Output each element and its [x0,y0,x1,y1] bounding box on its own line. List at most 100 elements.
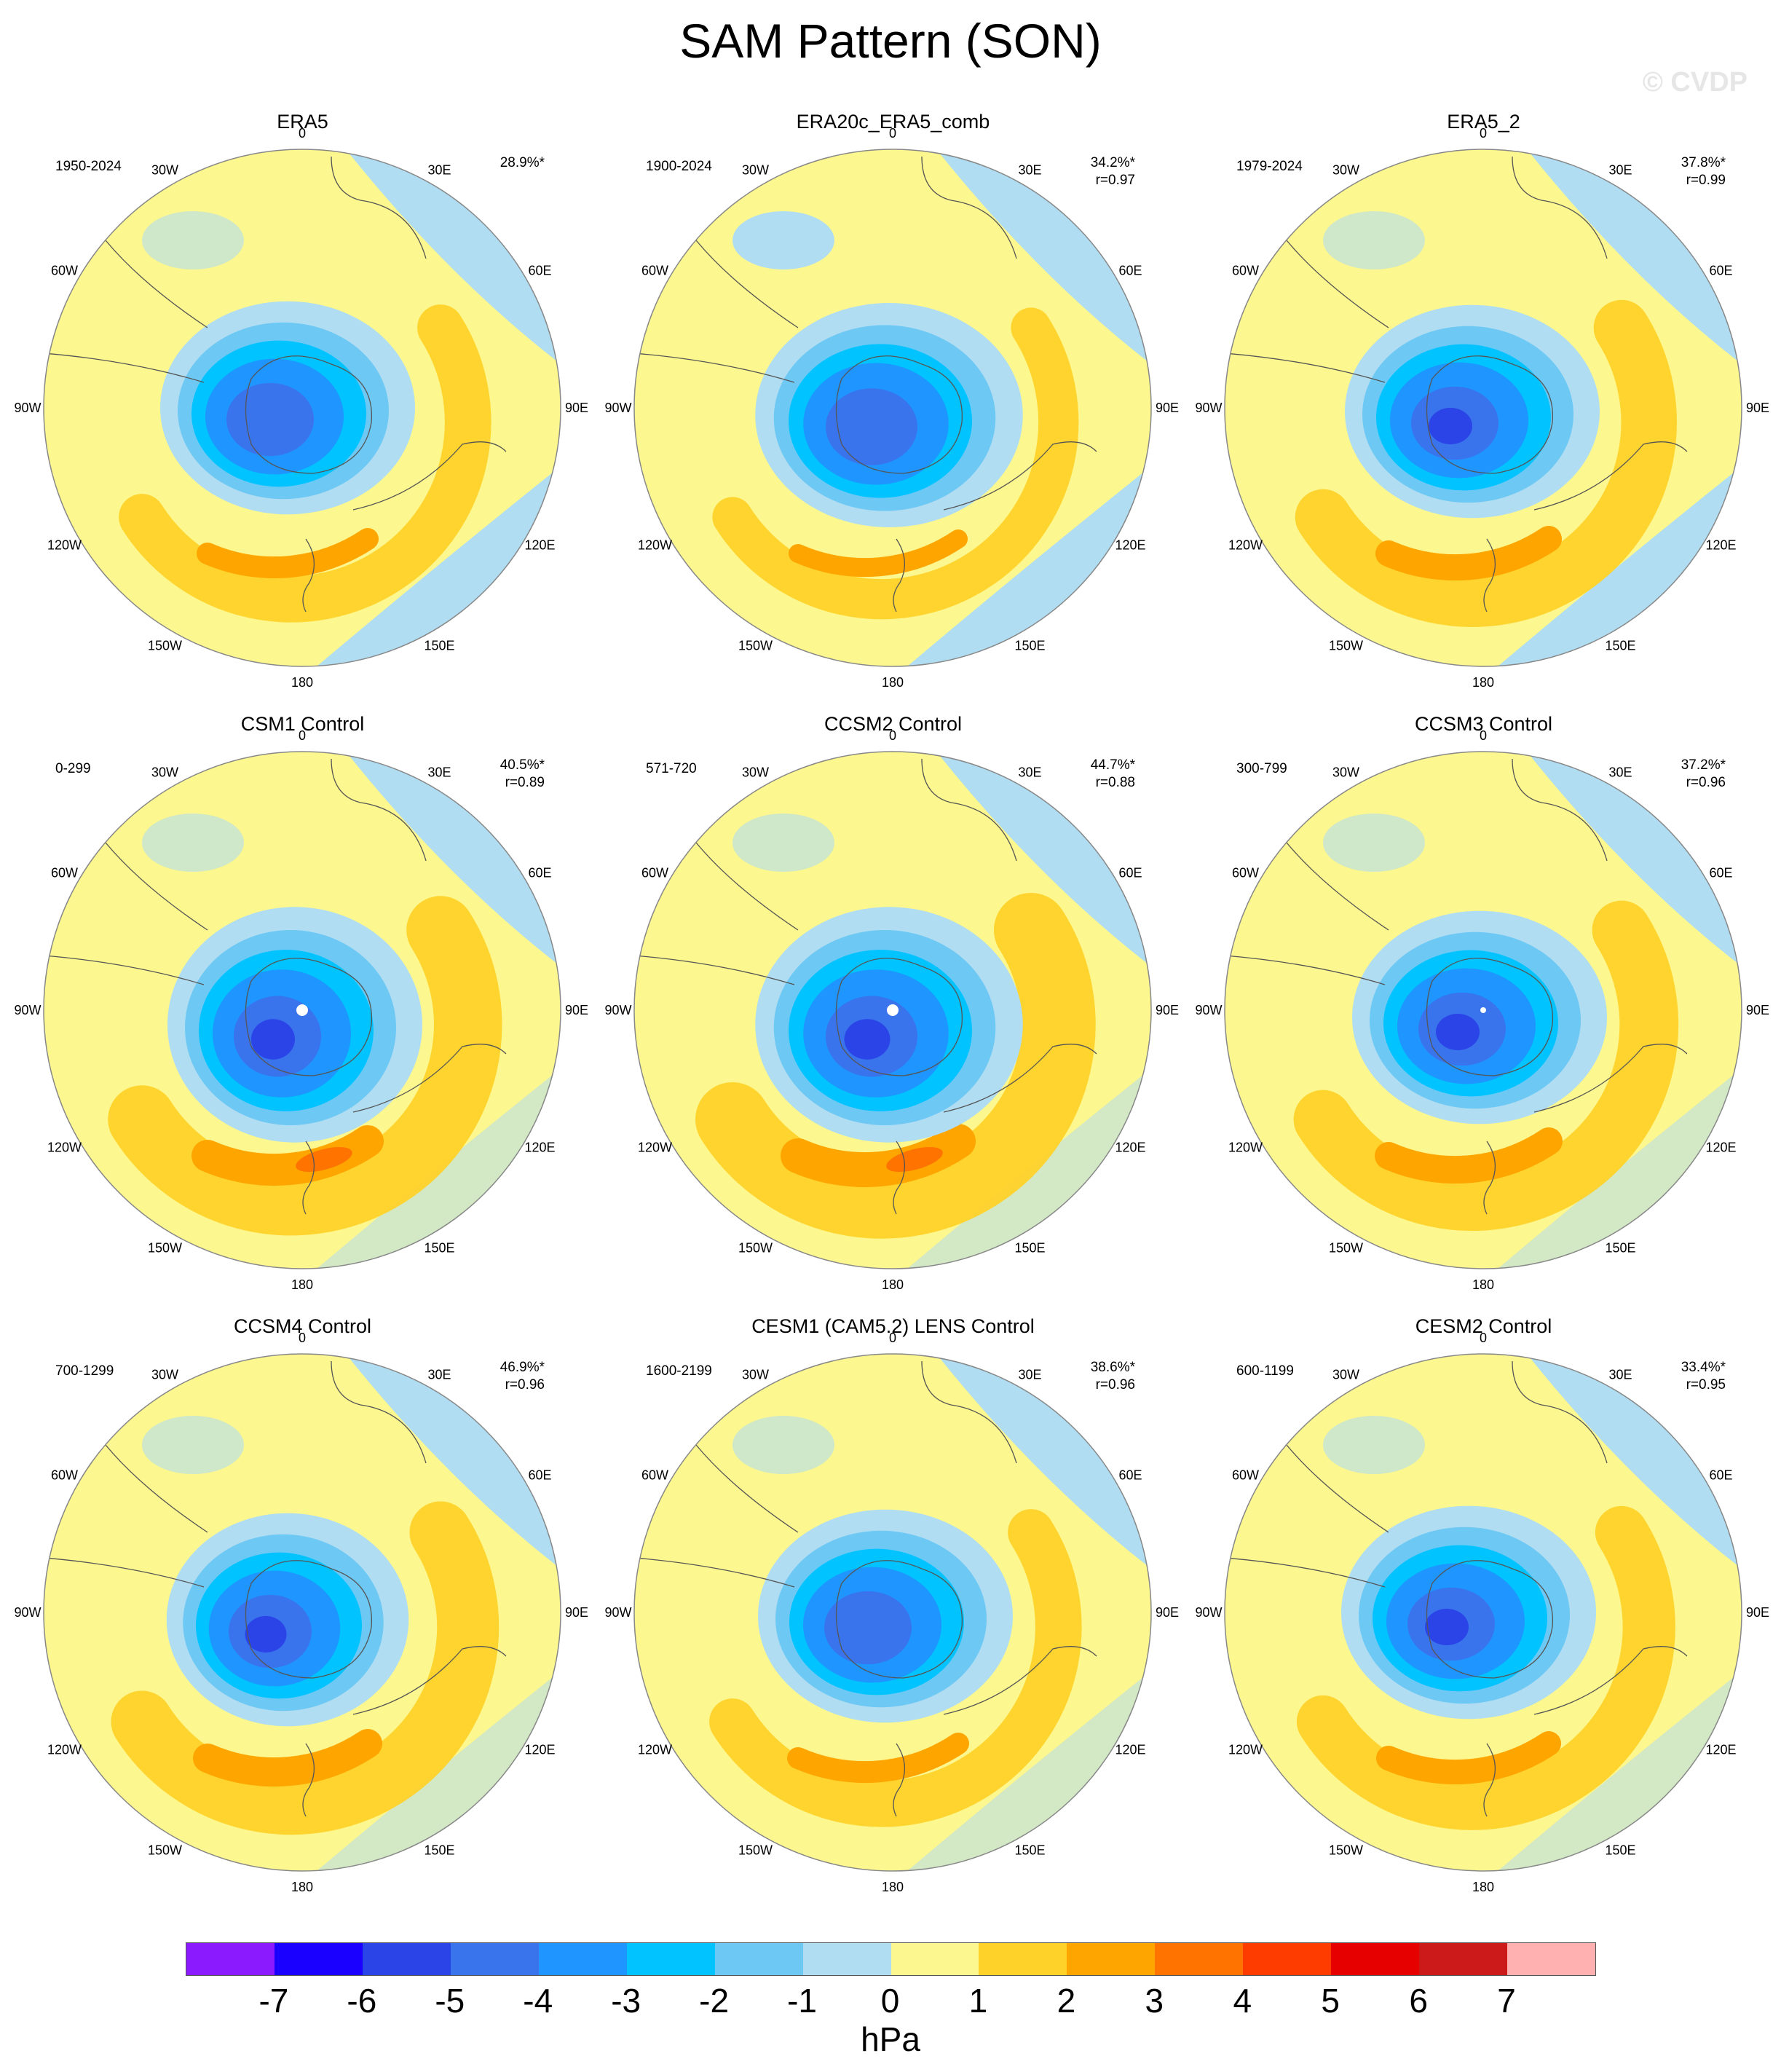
contour-pos-core [1375,526,1562,581]
longitude-label: 180 [1472,1880,1494,1894]
panel-years: 1950-2024 [55,159,122,174]
pattern-correlation: r=0.88 [1095,775,1135,790]
colorbar-tick-label: -7 [258,1982,289,2020]
contour-neg-level [1436,1013,1480,1051]
coastlines [1225,156,1688,612]
map-boundary [1224,751,1742,1269]
panel-stats: 37.2%* r=0.96 [1638,757,1726,792]
longitude-label: 120W [638,538,672,553]
contour-pos-band [108,896,502,1236]
longitude-label: 60W [51,264,78,278]
coastlines [44,1360,507,1817]
longitude-label: 180 [291,1880,313,1894]
contour-neg-level [1425,1608,1469,1646]
longitude-label: 150E [1014,1843,1045,1857]
polar-map: 0 30E 60E 90E 120E 150E 180 150W 120W 90W 60W 30W [1195,728,1769,1292]
variance-explained: 44.7%* [1090,757,1135,773]
longitude-label: 120E [1115,1141,1145,1155]
variance-explained: 37.8%* [1681,155,1726,170]
contour-pos-band [1293,900,1679,1232]
longitude-label: 30E [427,765,451,780]
longitude-label: 180 [882,1880,904,1894]
map-boundary [1224,1353,1742,1872]
colorbar-tick-label: 0 [880,1982,900,2020]
longitude-label: 90E [1156,1003,1179,1017]
variance-explained: 28.9%* [499,155,545,170]
longitude-label: 90W [604,401,631,415]
map-boundary [1224,149,1742,667]
map-boundary [43,149,561,667]
map-panel: CCSM2 Control 571-720 44.7%* r=0.88 0 30E 60E 9… [596,710,1190,1315]
colorbar-tick-label: 4 [1233,1982,1252,2020]
colorbar-segment [890,1943,979,1975]
contour-field [1225,149,1742,666]
longitude-label: 30E [1608,163,1632,178]
longitude-label: 90W [14,401,41,415]
pole-marker [296,1004,308,1016]
polar-map: 0 30E 60E 90E 120E 150E 180 150W 120W 90W 60W 30W [14,728,588,1292]
longitude-label: 30W [742,1368,769,1382]
contour-pos-band [709,1509,1082,1827]
panel-stats: 46.9%* r=0.96 [457,1359,545,1394]
colorbar-tick-label: 2 [1057,1982,1076,2020]
longitude-label: 180 [291,1277,313,1292]
contour-field [44,1354,561,1871]
contour-field [1225,752,1742,1269]
longitude-label: 120W [47,538,82,553]
contour-field [634,149,1151,666]
longitude-label: 30E [1608,765,1632,780]
contour-neg-outer [732,211,834,269]
longitude-label: 90W [604,1003,631,1017]
panel-title: CESM1 (CAM5.2) LENS Control [751,1315,1035,1337]
coastlines [44,156,507,612]
coastlines [44,758,507,1215]
contour-pos-band [712,307,1079,620]
longitude-label: 150E [1605,1240,1635,1255]
contour-neg-level [1429,407,1472,445]
longitude-label: 30E [1018,765,1041,780]
contour-neg-level [824,1591,912,1665]
map-boundary [633,1353,1152,1872]
map-panel: ERA5 1950-2024 28.9%* 0 30E 60E 90E 120E 150E 180… [6,108,599,712]
contour-pos-core [197,528,379,579]
longitude-label: 180 [1472,1277,1494,1292]
longitude-label: 90E [1746,401,1769,415]
panel-years: 600-1199 [1236,1363,1294,1379]
polar-map: 0 30E 60E 90E 120E 150E 180 150W 120W 90W 60W 30W [1195,1331,1769,1894]
longitude-label: 180 [882,675,904,690]
colorbar [186,1942,1596,1976]
longitude-label: 30W [151,765,178,780]
map-panel: ERA20c_ERA5_comb 1900-2024 34.2%* r=0.97 0 30… [596,108,1190,712]
pattern-correlation: r=0.97 [1095,173,1135,188]
colorbar-tick-label: 6 [1409,1982,1428,2020]
longitude-label: 120E [1705,1743,1736,1757]
longitude-label: 30W [1332,1368,1359,1382]
map-panel: CCSM4 Control 700-1299 46.9%* r=0.96 0 30E 60E… [6,1312,599,1917]
map-panel: CESM2 Control 600-1199 33.4%* r=0.95 0 30E 60E… [1187,1312,1780,1917]
longitude-label: 120E [524,1743,555,1757]
longitude-label: 150E [1605,1843,1635,1857]
colorbar-segment [450,1943,539,1975]
coastlines [634,758,1097,1215]
panel-stats: 40.5%* r=0.89 [457,757,545,792]
pattern-correlation: r=0.96 [505,1377,545,1393]
colorbar-tick-label: -1 [787,1982,818,2020]
contour-neg-level [844,1019,890,1060]
longitude-label: 60E [1118,264,1142,278]
pattern-correlation: r=0.89 [505,775,545,790]
panel-stats: 28.9%* [457,154,545,172]
polar-map: 0 30E 60E 90E 120E 150E 180 150W 120W 90W 60W 30W [604,1331,1179,1894]
longitude-label: 30E [1018,1368,1041,1382]
panel-years: 0-299 [55,761,91,776]
panel-stats: 38.6%* r=0.96 [1048,1359,1135,1394]
panel-title: ERA20c_ERA5_comb [796,111,990,133]
longitude-label: 60W [641,866,668,881]
longitude-label: 60W [641,1468,668,1483]
colorbar-segment [1419,1943,1508,1975]
contour-pos-band [119,304,491,623]
colorbar-tick-label: 7 [1497,1982,1516,2020]
longitude-label: 120E [1705,538,1736,553]
variance-explained: 37.2%* [1681,757,1726,773]
longitude-label: 0 [889,126,896,141]
contour-neg-level [251,1019,295,1060]
